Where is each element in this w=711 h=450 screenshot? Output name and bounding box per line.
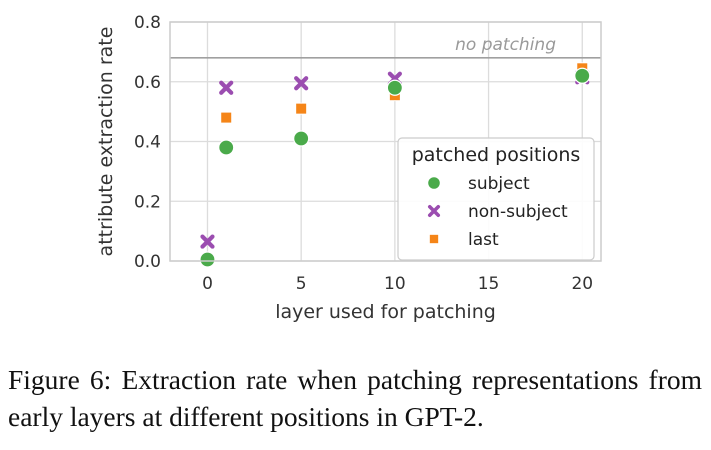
legend-label-last: last bbox=[468, 230, 499, 250]
legend-label-non-subject: non-subject bbox=[468, 202, 568, 222]
subject-point bbox=[293, 130, 310, 147]
non-subject-point bbox=[200, 234, 215, 249]
y-tick-label: 0.8 bbox=[134, 13, 161, 33]
x-tick-label: 10 bbox=[384, 274, 406, 294]
figure-caption: Figure 6: Extraction rate when patching … bbox=[8, 364, 702, 432]
no-patching-label: no patching bbox=[455, 35, 556, 55]
subject-point bbox=[199, 251, 216, 268]
non-subject-point bbox=[294, 76, 309, 91]
tick-labels: 0 5 10 15 20 0.0 0.2 0.4 0.6 0.8 bbox=[134, 13, 593, 294]
y-tick-label: 0.4 bbox=[134, 133, 161, 153]
series-subject bbox=[199, 67, 591, 268]
legend-box bbox=[397, 137, 595, 261]
legend-marker-last bbox=[428, 233, 440, 245]
legend-label-subject: subject bbox=[468, 174, 530, 194]
scatter-chart: no patching 0 5 10 15 20 0.0 0.2 0.4 0.6 0.8 laye… bbox=[95, 13, 602, 323]
legend-marker-non-subject bbox=[427, 204, 441, 218]
non-subject-point bbox=[219, 80, 234, 95]
x-tick-label: 0 bbox=[202, 274, 213, 294]
legend-marker-subject bbox=[427, 176, 441, 190]
y-tick-label: 0.2 bbox=[134, 192, 161, 212]
data-points bbox=[199, 62, 591, 268]
y-tick-label: 0.6 bbox=[134, 73, 161, 93]
x-tick-label: 20 bbox=[571, 274, 593, 294]
reference-line-group: no patching bbox=[170, 35, 601, 59]
plot-frame bbox=[169, 21, 602, 262]
legend-title: patched positions bbox=[412, 144, 581, 166]
y-axis-label: attribute extraction rate bbox=[95, 27, 117, 257]
y-tick-label: 0.0 bbox=[134, 252, 161, 272]
last-point bbox=[220, 111, 233, 124]
last-point bbox=[295, 102, 308, 115]
x-tick-label: 15 bbox=[478, 274, 500, 294]
legend: patched positions subject non-subject last bbox=[397, 137, 595, 261]
subject-point bbox=[218, 139, 235, 156]
subject-point bbox=[574, 67, 591, 84]
x-axis-label: layer used for patching bbox=[275, 301, 496, 323]
x-tick-label: 5 bbox=[296, 274, 307, 294]
subject-point bbox=[386, 79, 403, 96]
